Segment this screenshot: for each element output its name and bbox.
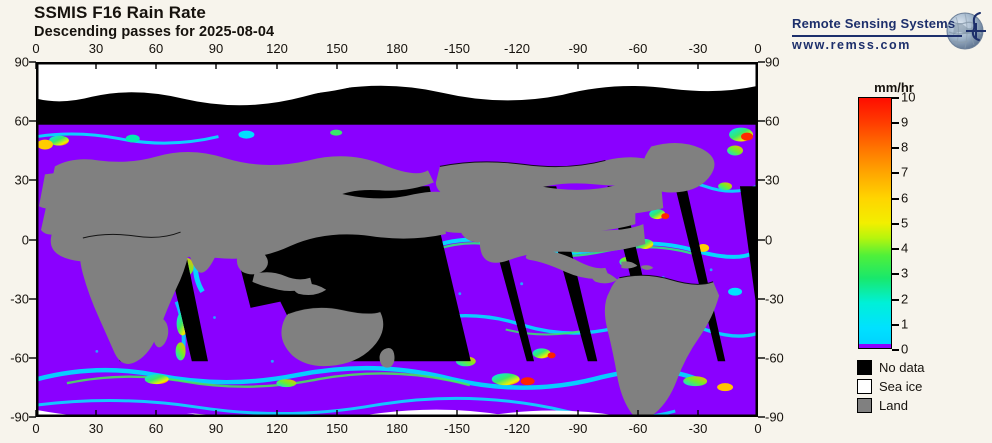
xtick-top-30: 30: [88, 41, 104, 56]
xtick-top-m90: -90: [568, 41, 588, 56]
colorbar-label-6: 6: [901, 190, 909, 206]
ytick-left-60: 60: [14, 113, 29, 129]
colorbar-tick-9: [892, 122, 899, 124]
colorbar-label-5: 5: [901, 215, 909, 231]
xtick-bottom-m60: -60: [628, 421, 648, 436]
xtick-bottom-180: 180: [386, 421, 408, 436]
ytick-right-30: 30: [765, 172, 780, 188]
globe-icon: [942, 8, 988, 61]
xtick-bottom-30: 30: [88, 421, 104, 436]
xtick-top-60: 60: [148, 41, 164, 56]
ytick-right-0: 0: [765, 232, 773, 248]
legend-label-sea-ice: Sea ice: [879, 379, 923, 394]
colorbar-tick-10: [892, 97, 899, 99]
xtick-top-m120: -120: [503, 41, 531, 56]
ytick-left-m60: -60: [10, 350, 29, 366]
xtick-top-120: 120: [266, 41, 288, 56]
legend-label-no-data: No data: [879, 360, 925, 375]
colorbar-label-3: 3: [901, 265, 909, 281]
colorbar-label-1: 1: [901, 316, 909, 332]
colorbar-label-10: 10: [901, 89, 916, 105]
ytick-left-m90: -90: [10, 409, 29, 425]
colorbar-tick-1: [892, 324, 899, 326]
xtick-bottom-150: 150: [326, 421, 348, 436]
ytick-right-m30: -30: [765, 291, 784, 307]
legend-item-land: Land: [857, 396, 925, 415]
xtick-bottom-m120: -120: [503, 421, 531, 436]
xtick-bottom-360: 0: [754, 421, 762, 436]
xtick-bottom-m150: -150: [443, 421, 471, 436]
legend-swatch-land: [857, 398, 872, 413]
legend-label-land: Land: [879, 398, 908, 413]
rain-rate-map[interactable]: [36, 62, 758, 417]
xtick-top-m30: -30: [688, 41, 708, 56]
xtick-top-90: 90: [208, 41, 224, 56]
colorbar-unit-label: mm/hr: [874, 80, 914, 95]
xtick-bottom-90: 90: [208, 421, 224, 436]
xtick-top-m150: -150: [443, 41, 471, 56]
xtick-top-360: 0: [754, 41, 762, 56]
ytick-left-30: 30: [14, 172, 29, 188]
page-subtitle: Descending passes for 2025-08-04: [34, 24, 275, 40]
colorbar-tick-2: [892, 299, 899, 301]
page-title: SSMIS F16 Rain Rate: [34, 3, 206, 22]
colorbar-tick-8: [892, 147, 899, 149]
legend-swatch-no-data: [857, 360, 872, 375]
xtick-top-m60: -60: [628, 41, 648, 56]
colorbar-tick-6: [892, 198, 899, 200]
xtick-bottom-60: 60: [148, 421, 164, 436]
ytick-right-90: 90: [765, 54, 780, 70]
xtick-bottom-120: 120: [266, 421, 288, 436]
colorbar-label-2: 2: [901, 291, 909, 307]
ytick-right-m90: -90: [765, 409, 784, 425]
logo-divider: [792, 35, 962, 37]
xtick-top-180: 180: [386, 41, 408, 56]
coastlines: [82, 159, 714, 315]
ytick-left-90: 90: [14, 54, 29, 70]
colorbar-label-7: 7: [901, 164, 909, 180]
ytick-right-m60: -60: [765, 350, 784, 366]
colorbar-tick-3: [892, 273, 899, 275]
colorbar-tick-4: [892, 248, 899, 250]
map-canvas: [37, 63, 757, 416]
xtick-top-0: 0: [32, 41, 40, 56]
colorbar-tick-0: [892, 349, 899, 351]
colorbar-gradient: [859, 98, 891, 348]
sea-ice-regions: [37, 63, 757, 416]
colorbar-tick-5: [892, 223, 899, 225]
xtick-bottom-m90: -90: [568, 421, 588, 436]
colorbar-label-9: 9: [901, 114, 909, 130]
ytick-left-m30: -30: [10, 291, 29, 307]
colorbar[interactable]: [858, 97, 892, 349]
colorbar-label-8: 8: [901, 139, 909, 155]
colorbar-tick-7: [892, 172, 899, 174]
land-masses: [38, 142, 720, 416]
xtick-bottom-0: 0: [32, 421, 40, 436]
ytick-left-0: 0: [21, 232, 29, 248]
legend-item-sea-ice: Sea ice: [857, 377, 925, 396]
legend-item-no-data: No data: [857, 358, 925, 377]
remss-logo[interactable]: Remote Sensing Systems www.remss.com: [792, 8, 988, 56]
xtick-top-150: 150: [326, 41, 348, 56]
colorbar-label-0: 0: [901, 341, 909, 357]
map-legend: No data Sea ice Land: [857, 358, 925, 415]
ytick-right-60: 60: [765, 113, 780, 129]
xtick-bottom-m30: -30: [688, 421, 708, 436]
logo-company-name: Remote Sensing Systems: [792, 16, 956, 31]
legend-swatch-sea-ice: [857, 379, 872, 394]
colorbar-label-4: 4: [901, 240, 909, 256]
logo-website: www.remss.com: [792, 38, 911, 52]
